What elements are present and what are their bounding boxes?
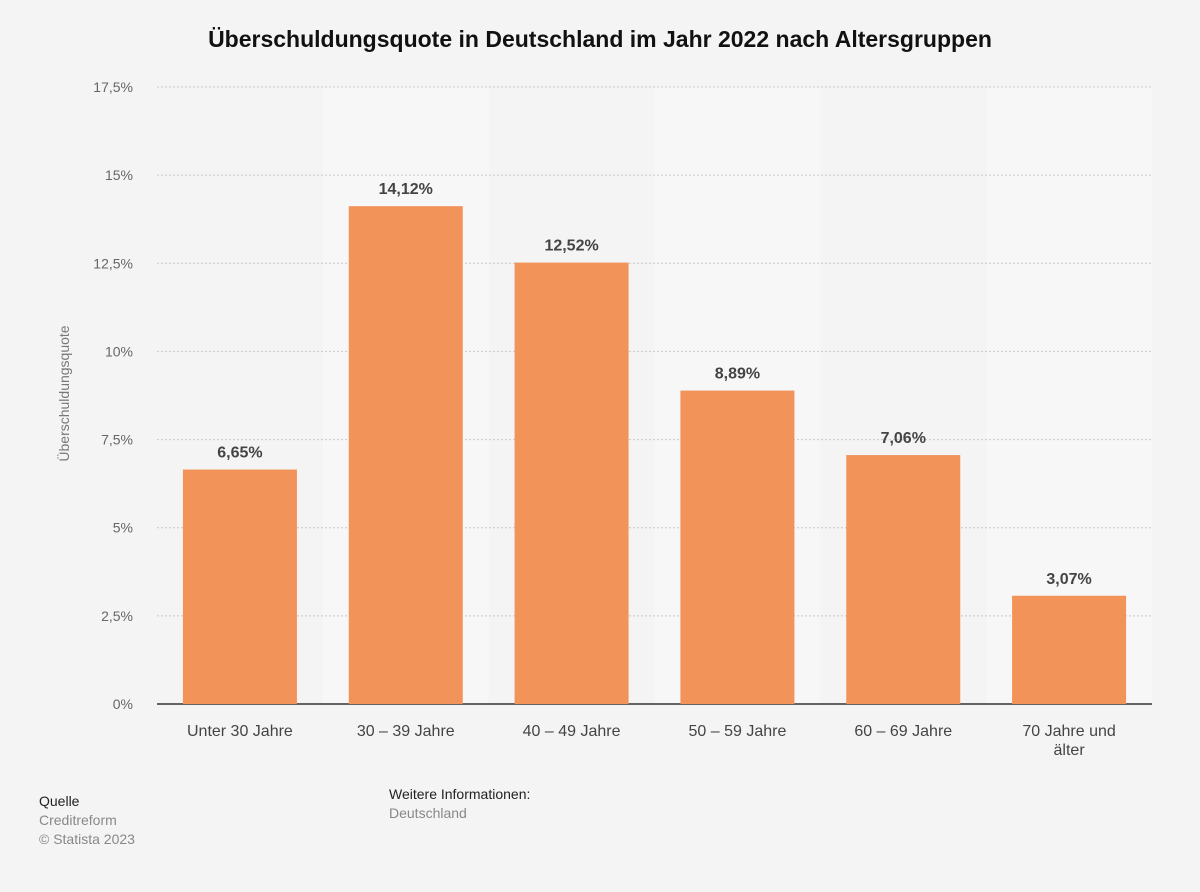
y-tick-label: 17,5% — [93, 79, 133, 95]
y-tick-label: 5% — [113, 520, 133, 536]
info-block: Weitere Informationen: Deutschland — [389, 785, 530, 823]
bar-value-label: 3,07% — [1046, 571, 1091, 588]
y-tick-label: 10% — [105, 343, 133, 359]
x-category-label: 50 – 59 Jahre — [688, 723, 786, 740]
bar[interactable] — [514, 262, 629, 704]
bar[interactable] — [1012, 595, 1127, 704]
y-tick-label: 7,5% — [101, 432, 133, 448]
bar-value-label: 12,52% — [544, 238, 598, 255]
source-name: Creditreform — [39, 812, 117, 828]
x-category-label: 30 – 39 Jahre — [357, 723, 455, 740]
info-value: Deutschland — [389, 805, 467, 821]
bar-chart: 0% 2,5% 5% 7,5% 10% 12,5% 15% 17,5% Überschuldun… — [55, 79, 1152, 759]
x-category-label: 70 Jahre und — [1022, 723, 1115, 740]
bar[interactable] — [680, 390, 795, 704]
x-category-label: Unter 30 Jahre — [187, 723, 293, 740]
bar-value-label: 7,06% — [881, 430, 926, 447]
info-heading[interactable]: Weitere Informationen: — [389, 786, 531, 802]
source-block: Quelle Creditreform © Statista 2023 — [39, 792, 135, 849]
y-tick-label: 2,5% — [101, 608, 133, 624]
source-heading[interactable]: Quelle — [39, 793, 80, 809]
x-category-label: 40 – 49 Jahre — [523, 723, 621, 740]
bar-value-label: 8,89% — [715, 366, 760, 383]
y-axis-title: Überschuldungsquote — [55, 325, 72, 461]
y-tick-label: 12,5% — [93, 255, 133, 271]
bar[interactable] — [846, 455, 961, 704]
y-tick-label: 15% — [105, 167, 133, 183]
x-category-label: älter — [1054, 742, 1086, 759]
bar[interactable] — [348, 206, 463, 705]
bar-value-label: 6,65% — [217, 445, 262, 462]
chart-title: Überschuldungsquote in Deutschland im Ja… — [208, 26, 992, 52]
bar[interactable] — [182, 469, 297, 704]
copyright: © Statista 2023 — [39, 831, 135, 847]
y-tick-label: 0% — [113, 696, 133, 712]
bar-value-label: 14,12% — [379, 181, 433, 198]
x-category-label: 60 – 69 Jahre — [854, 723, 952, 740]
